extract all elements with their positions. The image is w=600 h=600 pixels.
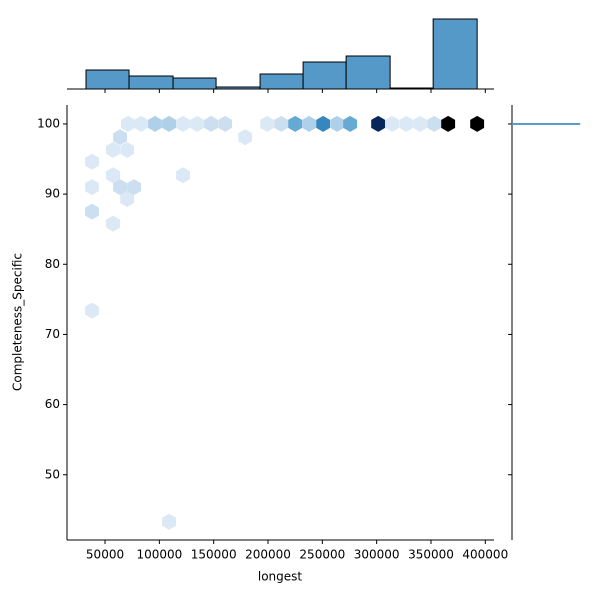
hexbin-cell [85, 203, 99, 220]
hist-bar [302, 61, 347, 90]
hexbin-cell [288, 115, 303, 132]
hexbin-cell [470, 115, 485, 132]
x-tick-label: 150000 [191, 548, 237, 562]
hexbin-cell [106, 215, 120, 232]
y-tick-label: 80 [45, 257, 60, 271]
x-tick-label: 250000 [299, 548, 345, 562]
hexbin-cell [218, 115, 232, 132]
hexbin-cell [121, 115, 135, 132]
y-axis-label: Completeness_Specific [11, 253, 25, 391]
hist-bar [128, 75, 174, 90]
hexbin-cell [85, 302, 99, 319]
hexbin-cell [113, 129, 127, 146]
hexbin-cell [113, 179, 127, 196]
hexbin-cell [120, 141, 134, 158]
x-axis-label: longest [258, 570, 303, 584]
hist-bar [345, 55, 391, 90]
x-tick-label: 400000 [462, 548, 508, 562]
hexbin-cell [162, 513, 176, 530]
hexbin-cell [85, 179, 99, 196]
hexbin-cell [120, 191, 134, 207]
hexbin-cell [302, 115, 316, 132]
hist-bar [389, 87, 434, 90]
hexbin-cell [343, 115, 358, 132]
hexbin-cell [176, 115, 190, 132]
hexbin-cell [330, 115, 344, 132]
hexbin-cell [204, 115, 218, 132]
x-tick-label: 300000 [354, 548, 400, 562]
hexbin-cell [127, 179, 141, 196]
hexbin-cell [238, 129, 252, 146]
hist-bar [511, 122, 581, 125]
y-tick-label: 50 [45, 467, 60, 481]
hist-bar [432, 18, 478, 90]
hexbin-cell [85, 153, 99, 170]
hexbin-cell [162, 115, 176, 132]
x-tick-label: 50000 [86, 548, 124, 562]
x-tick-label: 100000 [136, 548, 182, 562]
hexbin-cell [106, 167, 120, 184]
hexbin-cell [385, 115, 400, 132]
hexbin-cell [190, 115, 204, 132]
hexbin-cell [413, 115, 427, 132]
hexbin-cell [441, 115, 456, 132]
hexbin-cell [134, 115, 148, 132]
hexbin-cell [260, 115, 275, 132]
x-tick-label: 350000 [408, 548, 454, 562]
y-tick-label: 70 [45, 327, 60, 341]
hexbin-cell [371, 115, 386, 132]
hexbin-cell [427, 115, 442, 132]
hist-bar [215, 86, 261, 90]
y-tick-label: 60 [45, 397, 60, 411]
hexbin-cell [316, 115, 330, 132]
x-tick-label: 200000 [245, 548, 291, 562]
hist-bar [172, 77, 217, 90]
y-tick-label: 90 [45, 187, 60, 201]
hist-bar [259, 73, 304, 90]
hexbin-cell [176, 167, 190, 184]
y-tick-label: 100 [37, 116, 60, 130]
hexbin-cell [148, 115, 162, 132]
hexbin-cell [399, 115, 414, 132]
hist-bar [85, 69, 130, 90]
hexbin-cell [106, 141, 120, 158]
hexbin-cell [274, 115, 289, 132]
